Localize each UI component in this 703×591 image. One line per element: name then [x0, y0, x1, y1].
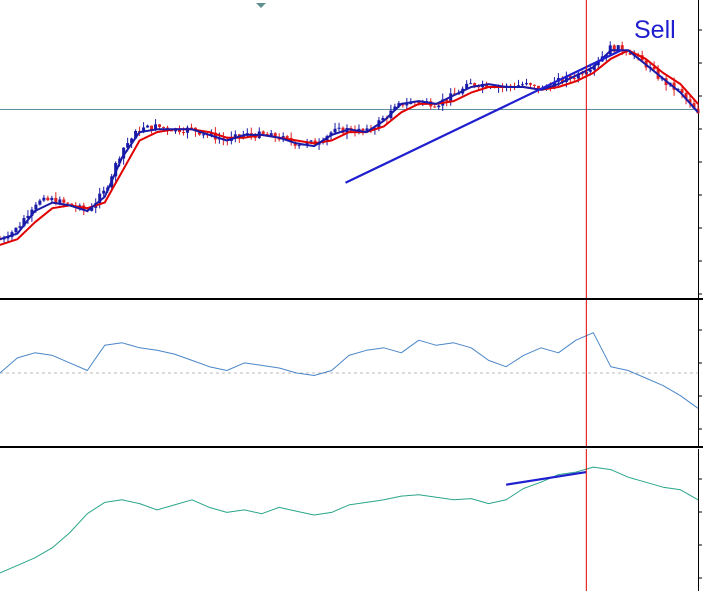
bear-candle: [162, 126, 166, 128]
pane-separator[interactable]: [0, 298, 703, 300]
bull-candle: [90, 207, 94, 211]
bull-candle: [50, 197, 54, 201]
bull-candle: [130, 138, 134, 144]
bear-candle: [417, 101, 421, 103]
bull-candle: [333, 128, 337, 133]
shift-marker-icon: [256, 3, 266, 8]
bull-candle: [521, 84, 525, 86]
bull-candle: [233, 134, 237, 138]
bull-candle: [58, 199, 62, 204]
bull-candle: [393, 106, 397, 111]
bull-candle: [42, 197, 46, 201]
bull-candle: [22, 218, 26, 227]
bear-candle: [158, 124, 162, 127]
indicator-line: [0, 466, 699, 574]
bull-candle: [337, 127, 341, 129]
bull-candle: [564, 75, 568, 82]
bear-candle: [560, 78, 564, 82]
bull-candle: [34, 204, 38, 210]
price-chart: [0, 0, 702, 298]
bull-candle: [437, 105, 441, 108]
bull-candle: [297, 145, 301, 147]
bear-candle: [433, 106, 437, 108]
bull-candle: [397, 103, 401, 107]
bull-candle: [269, 133, 273, 136]
bear-candle: [181, 132, 185, 134]
bull-candle: [154, 124, 158, 131]
fast-moving-average-line: [0, 49, 699, 241]
oscillator-line: [0, 332, 699, 409]
bull-candle: [365, 128, 369, 131]
bull-candle: [134, 130, 138, 139]
bear-candle: [536, 85, 540, 91]
bear-candle: [485, 83, 489, 88]
bull-candle: [14, 227, 18, 233]
bear-candle: [150, 125, 154, 131]
bear-candle: [572, 78, 576, 80]
oscillator-chart: [0, 300, 702, 446]
slow-moving-average-line: [0, 49, 699, 246]
pane-separator[interactable]: [0, 446, 703, 448]
bear-candle: [692, 103, 696, 109]
indicator-chart: [0, 449, 702, 591]
bear-candle: [612, 45, 616, 52]
uptrend-line: [345, 49, 622, 184]
bull-candle: [102, 190, 106, 194]
bull-candle: [126, 143, 130, 148]
bear-candle: [580, 73, 584, 75]
bear-candle: [189, 127, 193, 129]
bull-candle: [38, 200, 42, 205]
bear-candle: [261, 131, 265, 134]
bear-candle: [66, 202, 70, 204]
bull-candle: [616, 45, 620, 52]
bear-candle: [628, 52, 632, 55]
bull-candle: [201, 134, 205, 136]
bull-candle: [6, 237, 10, 239]
bull-candle: [18, 226, 22, 228]
indicator-pane: [0, 449, 703, 591]
bear-candle: [680, 89, 684, 94]
bear-candle: [688, 99, 692, 104]
bull-candle: [524, 83, 528, 85]
bear-candle: [652, 66, 656, 70]
bear-candle: [293, 142, 297, 146]
bear-candle: [265, 133, 269, 136]
bear-candle: [445, 99, 449, 102]
bull-candle: [26, 215, 30, 219]
bull-candle: [146, 125, 150, 128]
bear-candle: [684, 93, 688, 100]
bull-candle: [465, 83, 469, 89]
bull-candle: [576, 73, 580, 79]
bear-candle: [285, 136, 289, 138]
bull-candle: [309, 140, 313, 142]
bull-candle: [381, 118, 385, 121]
bear-candle: [273, 133, 277, 138]
bull-candle: [142, 127, 146, 132]
bull-candle: [122, 147, 126, 159]
indicator-trendline: [505, 471, 587, 486]
bull-candle: [98, 193, 102, 204]
bear-candle: [54, 197, 58, 204]
bear-candle: [62, 199, 66, 203]
price-chart-pane: [0, 0, 702, 298]
bear-candle: [620, 45, 624, 52]
bear-candle: [361, 128, 365, 131]
bull-candle: [588, 69, 592, 72]
bull-candle: [469, 83, 473, 85]
bull-candle: [30, 209, 34, 216]
bear-candle: [568, 75, 572, 79]
bear-candle: [528, 83, 532, 85]
sell-label: Sell: [634, 16, 676, 44]
bear-candle: [473, 83, 477, 86]
bear-candle: [532, 84, 536, 86]
bear-candle: [46, 197, 50, 201]
oscillator-pane: [0, 300, 703, 446]
bear-candle: [197, 131, 201, 135]
bull-candle: [405, 104, 409, 106]
